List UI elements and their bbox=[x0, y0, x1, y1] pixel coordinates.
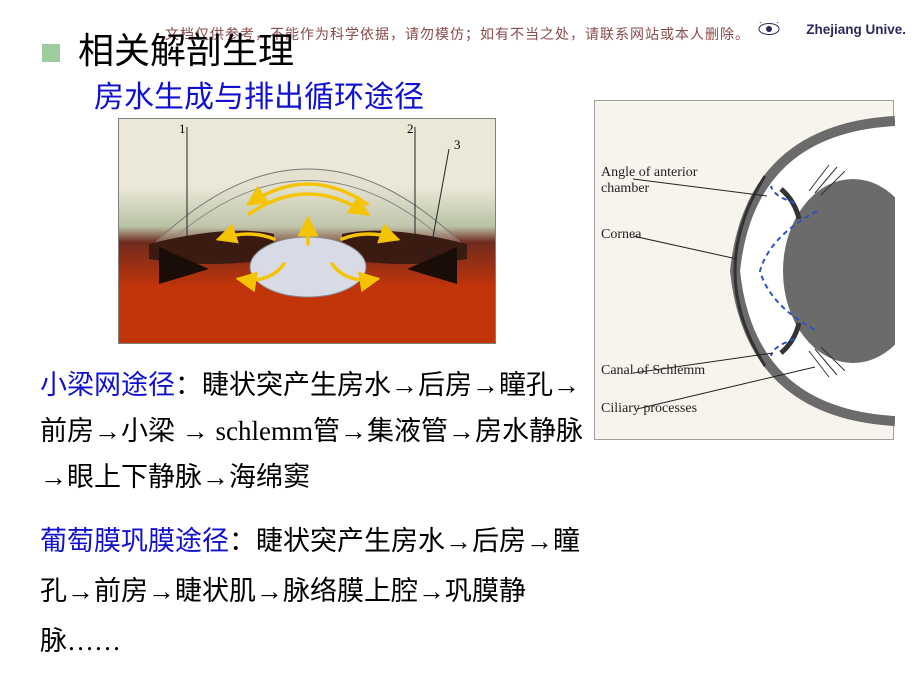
main-title: 相关解剖生理 bbox=[78, 22, 294, 74]
eye-logo-icon bbox=[758, 22, 780, 36]
fig-num-1: 1 bbox=[179, 121, 186, 136]
aqueous-flow-figure: 1 2 3 bbox=[118, 118, 496, 344]
bullet-square-icon bbox=[42, 44, 60, 62]
eye-cross-section-figure: Angle of anterior chamber Cornea Canal o… bbox=[594, 100, 894, 440]
label-schlemm: Canal of Schlemm bbox=[601, 363, 705, 379]
pathway-1-label: 小梁网途径 bbox=[40, 370, 175, 400]
label-cornea: Cornea bbox=[601, 227, 641, 243]
fig-num-3: 3 bbox=[454, 137, 461, 152]
label-angle-1: Angle of anterior bbox=[601, 165, 697, 181]
pathway-2-label: 葡萄膜巩膜途径 bbox=[40, 526, 229, 556]
label-ciliary: Ciliary processes bbox=[601, 401, 697, 417]
label-angle-2: chamber bbox=[601, 181, 649, 197]
pathway-1-block: 小梁网途径：睫状突产生房水→后房→瞳孔→前房→小梁 → schlemm管→集液管… bbox=[40, 362, 590, 500]
university-label: Zhejiang Unive. bbox=[806, 22, 906, 37]
pathway-2-block: 葡萄膜巩膜途径：睫状突产生房水→后房→瞳孔→前房→睫状肌→脉络膜上腔→巩膜静脉…… bbox=[40, 516, 600, 666]
fig-num-2: 2 bbox=[407, 121, 414, 136]
sub-title: 房水生成与排出循环途径 bbox=[94, 72, 424, 116]
